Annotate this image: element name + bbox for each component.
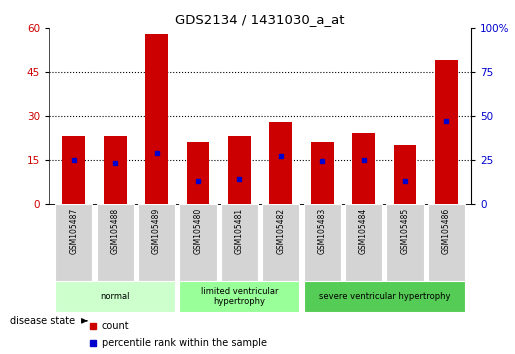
Text: percentile rank within the sample: percentile rank within the sample [102,338,267,348]
Bar [311,142,334,204]
Bar [104,136,127,204]
Text: count: count [102,321,130,331]
Text: GSM105484: GSM105484 [359,207,368,254]
Text: disease state: disease state [10,316,75,326]
Bar [262,204,299,281]
Bar [62,136,85,204]
Bar [55,204,92,281]
Text: GSM105489: GSM105489 [152,207,161,254]
Bar [179,281,299,312]
Bar [269,122,292,204]
Text: GSM105483: GSM105483 [318,207,327,254]
Text: limited ventricular
hypertrophy: limited ventricular hypertrophy [201,287,278,306]
Bar [386,204,424,281]
Text: GSM105480: GSM105480 [194,207,202,254]
Bar [352,133,375,204]
Text: normal: normal [100,292,130,301]
Bar [428,204,465,281]
Bar [303,204,341,281]
Bar [179,204,217,281]
Text: GSM105485: GSM105485 [401,207,409,254]
Bar [145,34,168,204]
Bar [55,281,175,312]
Bar [96,204,134,281]
Text: GSM105487: GSM105487 [69,207,78,254]
Bar [228,136,251,204]
Text: GSM105486: GSM105486 [442,207,451,254]
Bar [435,61,458,204]
Title: GDS2134 / 1431030_a_at: GDS2134 / 1431030_a_at [175,13,345,26]
Text: severe ventricular hypertrophy: severe ventricular hypertrophy [319,292,450,301]
Text: GSM105482: GSM105482 [276,207,285,253]
Text: GSM105488: GSM105488 [111,207,119,253]
Text: GSM105481: GSM105481 [235,207,244,253]
Bar [186,142,210,204]
Bar [221,204,258,281]
Bar [138,204,175,281]
Bar [345,204,382,281]
Bar [393,145,416,204]
Bar [303,281,465,312]
